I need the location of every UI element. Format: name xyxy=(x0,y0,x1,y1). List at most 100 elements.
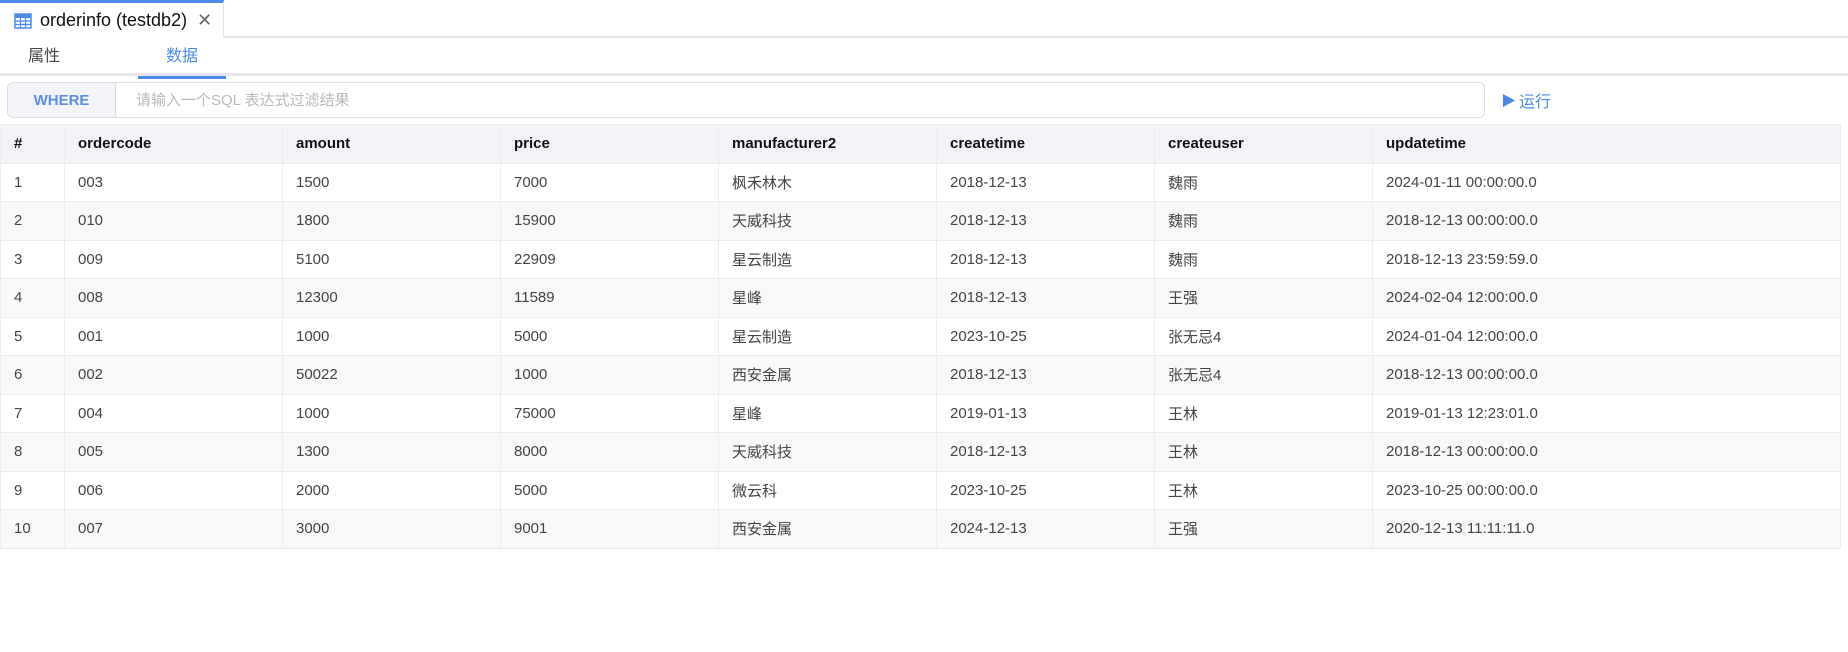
column-header[interactable]: manufacturer2 xyxy=(718,124,937,164)
table-cell[interactable]: 王林 xyxy=(1154,432,1373,472)
table-cell[interactable]: 王林 xyxy=(1154,470,1373,510)
table-cell[interactable]: 星峰 xyxy=(718,278,937,318)
table-row[interactable]: 4 008 12300 11589 星峰 2018-12-13 王强 2024-02-04 1… xyxy=(0,278,1841,318)
table-cell[interactable]: 15900 xyxy=(500,201,719,241)
column-header[interactable]: updatetime xyxy=(1372,124,1841,164)
table-cell[interactable]: 2018-12-13 00:00:00.0 xyxy=(1372,201,1841,241)
table-cell[interactable]: 11589 xyxy=(500,278,719,318)
table-cell[interactable]: 5000 xyxy=(500,470,719,510)
tab-data[interactable]: 数据 xyxy=(138,38,226,79)
table-cell[interactable]: 张无忌4 xyxy=(1154,316,1373,356)
table-cell[interactable]: 003 xyxy=(64,162,283,202)
table-cell[interactable]: 12300 xyxy=(282,278,501,318)
table-cell[interactable]: 1000 xyxy=(282,316,501,356)
table-cell[interactable]: 天威科技 xyxy=(718,432,937,472)
table-cell[interactable]: 2019-01-13 xyxy=(936,393,1155,433)
table-cell[interactable]: 星峰 xyxy=(718,393,937,433)
table-cell[interactable]: 王林 xyxy=(1154,393,1373,433)
column-header[interactable]: # xyxy=(0,124,65,164)
table-cell[interactable]: 2018-12-13 xyxy=(936,432,1155,472)
table-cell[interactable]: 2024-12-13 xyxy=(936,509,1155,549)
table-cell[interactable]: 006 xyxy=(64,470,283,510)
table-cell[interactable]: 张无忌4 xyxy=(1154,355,1373,395)
table-cell[interactable]: 1000 xyxy=(282,393,501,433)
table-cell[interactable]: 2019-01-13 12:23:01.0 xyxy=(1372,393,1841,433)
table-cell[interactable]: 7000 xyxy=(500,162,719,202)
table-cell[interactable]: 1300 xyxy=(282,432,501,472)
table-cell[interactable]: 001 xyxy=(64,316,283,356)
table-cell[interactable]: 9 xyxy=(0,470,65,510)
table-cell[interactable]: 2023-10-25 xyxy=(936,470,1155,510)
column-header[interactable]: amount xyxy=(282,124,501,164)
table-cell[interactable]: 星云制造 xyxy=(718,239,937,279)
table-cell[interactable]: 1000 xyxy=(500,355,719,395)
close-icon[interactable]: ✕ xyxy=(197,10,213,30)
table-cell[interactable]: 6 xyxy=(0,355,65,395)
table-cell[interactable]: 2018-12-13 23:59:59.0 xyxy=(1372,239,1841,279)
table-cell[interactable]: 1500 xyxy=(282,162,501,202)
table-cell[interactable]: 010 xyxy=(64,201,283,241)
column-header[interactable]: ordercode xyxy=(64,124,283,164)
table-cell[interactable]: 002 xyxy=(64,355,283,395)
table-cell[interactable]: 西安金属 xyxy=(718,355,937,395)
table-cell[interactable]: 009 xyxy=(64,239,283,279)
table-cell[interactable]: 4 xyxy=(0,278,65,318)
table-cell[interactable]: 2018-12-13 xyxy=(936,278,1155,318)
table-cell[interactable]: 3000 xyxy=(282,509,501,549)
table-cell[interactable]: 2024-01-11 00:00:00.0 xyxy=(1372,162,1841,202)
table-cell[interactable]: 2018-12-13 xyxy=(936,239,1155,279)
table-cell[interactable]: 2023-10-25 xyxy=(936,316,1155,356)
table-row[interactable]: 5 001 1000 5000 星云制造 2023-10-25 张无忌4 2024-01-04… xyxy=(0,316,1841,356)
run-button[interactable]: 运行 xyxy=(1503,88,1551,112)
tab-properties[interactable]: 属性 xyxy=(27,48,60,65)
table-cell[interactable]: 1800 xyxy=(282,201,501,241)
table-cell[interactable]: 魏雨 xyxy=(1154,201,1373,241)
table-cell[interactable]: 10 xyxy=(0,509,65,549)
table-cell[interactable]: 2018-12-13 xyxy=(936,355,1155,395)
table-cell[interactable]: 5 xyxy=(0,316,65,356)
table-row[interactable]: 1 003 1500 7000 枫禾林木 2018-12-13 魏雨 2024-01-11 0… xyxy=(0,162,1841,202)
table-cell[interactable]: 8000 xyxy=(500,432,719,472)
table-cell[interactable]: 75000 xyxy=(500,393,719,433)
table-row[interactable]: 10 007 3000 9001 西安金属 2024-12-13 王强 2020-12-13 … xyxy=(0,509,1841,549)
table-cell[interactable]: 2024-02-04 12:00:00.0 xyxy=(1372,278,1841,318)
table-cell[interactable]: 王强 xyxy=(1154,509,1373,549)
table-cell[interactable]: 2 xyxy=(0,201,65,241)
table-row[interactable]: 3 009 5100 22909 星云制造 2018-12-13 魏雨 2018-12-13 … xyxy=(0,239,1841,279)
filter-input[interactable] xyxy=(116,83,1484,117)
table-cell[interactable]: 8 xyxy=(0,432,65,472)
table-row[interactable]: 7 004 1000 75000 星峰 2019-01-13 王林 2019-01-13 12… xyxy=(0,393,1841,433)
table-cell[interactable]: 1 xyxy=(0,162,65,202)
table-cell[interactable]: 2018-12-13 00:00:00.0 xyxy=(1372,432,1841,472)
table-cell[interactable]: 004 xyxy=(64,393,283,433)
table-cell[interactable]: 2020-12-13 11:11:11.0 xyxy=(1372,509,1841,549)
table-cell[interactable]: 5100 xyxy=(282,239,501,279)
column-header[interactable]: createuser xyxy=(1154,124,1373,164)
table-cell[interactable]: 2023-10-25 00:00:00.0 xyxy=(1372,470,1841,510)
table-cell[interactable]: 王强 xyxy=(1154,278,1373,318)
table-cell[interactable]: 5000 xyxy=(500,316,719,356)
table-row[interactable]: 9 006 2000 5000 微云科 2023-10-25 王林 2023-10-25 00… xyxy=(0,470,1841,510)
table-cell[interactable]: 枫禾林木 xyxy=(718,162,937,202)
table-cell[interactable]: 2000 xyxy=(282,470,501,510)
table-row[interactable]: 8 005 1300 8000 天威科技 2018-12-13 王林 2018-12-13 0… xyxy=(0,432,1841,472)
table-cell[interactable]: 3 xyxy=(0,239,65,279)
table-cell[interactable]: 50022 xyxy=(282,355,501,395)
table-cell[interactable]: 9001 xyxy=(500,509,719,549)
table-cell[interactable]: 魏雨 xyxy=(1154,239,1373,279)
table-cell[interactable]: 007 xyxy=(64,509,283,549)
table-cell[interactable]: 2018-12-13 xyxy=(936,201,1155,241)
table-cell[interactable]: 7 xyxy=(0,393,65,433)
table-cell[interactable]: 西安金属 xyxy=(718,509,937,549)
table-cell[interactable]: 天威科技 xyxy=(718,201,937,241)
column-header[interactable]: price xyxy=(500,124,719,164)
table-cell[interactable]: 微云科 xyxy=(718,470,937,510)
table-row[interactable]: 2 010 1800 15900 天威科技 2018-12-13 魏雨 2018-12-13 … xyxy=(0,201,1841,241)
table-row[interactable]: 6 002 50022 1000 西安金属 2018-12-13 张无忌4 2018-12-1… xyxy=(0,355,1841,395)
table-cell[interactable]: 2024-01-04 12:00:00.0 xyxy=(1372,316,1841,356)
table-cell[interactable]: 星云制造 xyxy=(718,316,937,356)
table-cell[interactable]: 魏雨 xyxy=(1154,162,1373,202)
table-cell[interactable]: 005 xyxy=(64,432,283,472)
table-cell[interactable]: 008 xyxy=(64,278,283,318)
column-header[interactable]: createtime xyxy=(936,124,1155,164)
